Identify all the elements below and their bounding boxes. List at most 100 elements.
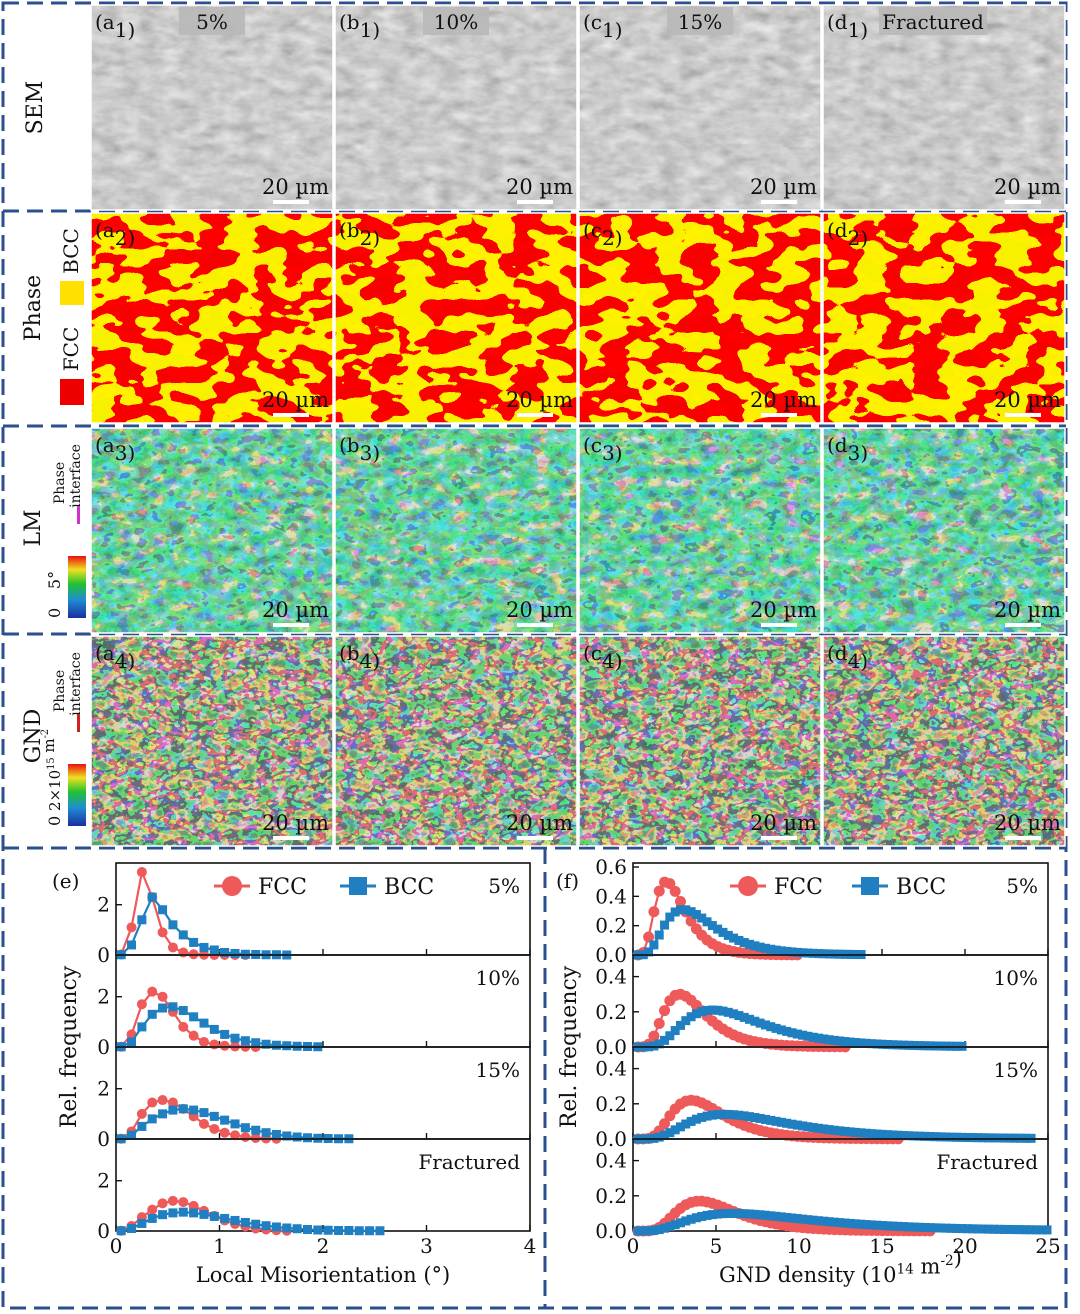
data-point-bcc — [292, 1224, 302, 1234]
data-point-fcc — [648, 1030, 660, 1042]
data-point-bcc — [665, 1222, 675, 1232]
data-point-bcc — [158, 1210, 168, 1220]
strain-label: 5% — [196, 10, 228, 34]
data-point-bcc — [792, 1029, 802, 1039]
data-point-bcc — [952, 1132, 962, 1142]
data-point-bcc — [968, 1133, 978, 1143]
data-point-bcc — [240, 1036, 250, 1046]
data-point-bcc — [702, 917, 712, 927]
text-run: (d — [827, 433, 848, 457]
data-point-bcc — [920, 1131, 930, 1141]
data-point-bcc — [220, 1029, 230, 1039]
data-point-bcc — [137, 1022, 147, 1032]
data-point-fcc — [209, 1123, 220, 1134]
y-tick-label: 0.6 — [595, 855, 627, 879]
data-point-bcc — [803, 1031, 813, 1041]
data-point-bcc — [713, 1005, 723, 1015]
data-point-fcc — [178, 1197, 189, 1208]
data-point-fcc — [219, 1040, 230, 1051]
scale-bar — [273, 623, 309, 627]
data-point-bcc — [654, 1132, 664, 1142]
data-point-bcc — [830, 949, 840, 959]
data-point-bcc — [835, 1218, 845, 1228]
text-run: 3 — [848, 441, 861, 465]
data-point-bcc — [199, 1209, 209, 1219]
legend-marker-bcc — [861, 877, 879, 895]
text-run: 4 — [602, 649, 615, 673]
data-point-bcc — [649, 1225, 659, 1235]
panel-border — [90, 212, 334, 424]
y-tick-label: 2 — [97, 985, 110, 1009]
data-point-bcc — [675, 1122, 685, 1132]
colorbar — [68, 764, 86, 826]
data-point-bcc — [830, 1217, 840, 1227]
data-point-bcc — [168, 920, 178, 930]
bcc-label: BCC — [59, 228, 83, 274]
data-point-bcc — [1010, 1133, 1020, 1143]
scale-bar — [1005, 200, 1041, 204]
data-point-bcc — [760, 1020, 770, 1030]
data-point-bcc — [670, 1125, 680, 1135]
data-point-bcc — [830, 1125, 840, 1135]
scale-bar-label: 20 µm — [994, 598, 1061, 622]
panel-border — [90, 635, 334, 847]
data-point-bcc — [936, 1223, 946, 1233]
data-point-bcc — [723, 1007, 733, 1017]
data-point-fcc — [147, 986, 158, 997]
gnd-legend: Phase interface 0 2×1015 m-2 — [40, 652, 86, 826]
data-point-bcc — [654, 1225, 664, 1235]
scale-bar — [1005, 836, 1041, 840]
data-point-bcc — [787, 1028, 797, 1038]
data-point-bcc — [952, 1223, 962, 1233]
y-tick-label: 2 — [97, 1077, 110, 1101]
scale-bar-label: 20 µm — [750, 175, 817, 199]
data-point-bcc — [994, 1224, 1004, 1234]
micrograph-image — [91, 213, 333, 423]
row-label-group: GND — [21, 709, 46, 763]
text-run: ) — [127, 226, 135, 250]
data-point-fcc — [167, 942, 178, 953]
data-point-bcc — [739, 1111, 749, 1121]
scale-bar — [273, 836, 309, 840]
data-point-bcc — [893, 1040, 903, 1050]
data-point-bcc — [209, 1111, 219, 1121]
y-tick-label: 0 — [97, 1219, 110, 1243]
text-run: ) — [372, 649, 380, 673]
data-point-bcc — [158, 1003, 168, 1013]
data-point-bcc — [824, 1217, 834, 1227]
data-point-bcc — [1026, 1225, 1036, 1235]
y-tick-label: 0.0 — [595, 1219, 627, 1243]
data-point-bcc — [845, 1218, 855, 1228]
data-point-bcc — [893, 1221, 903, 1231]
data-point-bcc — [771, 945, 781, 955]
panel-border — [822, 427, 1066, 634]
micrograph-image — [579, 428, 821, 633]
data-point-bcc — [230, 1215, 240, 1225]
data-point-bcc — [920, 1222, 930, 1232]
data-point-bcc — [251, 1125, 261, 1135]
data-point-bcc — [665, 912, 675, 922]
data-point-bcc — [707, 921, 717, 931]
subplot-label: 15% — [994, 1058, 1038, 1082]
series-line-fcc — [120, 1098, 277, 1140]
data-point-bcc — [660, 1130, 670, 1140]
interface-label: interface — [68, 444, 84, 508]
data-point-bcc — [168, 1002, 178, 1012]
data-point-bcc — [893, 1130, 903, 1140]
data-point-fcc — [653, 885, 665, 897]
superscript: 15 — [46, 757, 57, 769]
data-point-bcc — [803, 1122, 813, 1132]
data-point-bcc — [973, 1224, 983, 1234]
data-point-bcc — [957, 1224, 967, 1234]
data-point-bcc — [313, 1225, 323, 1235]
data-point-fcc — [126, 922, 137, 933]
y-tick-label: 0.2 — [595, 1000, 627, 1024]
data-point-bcc — [209, 1024, 219, 1034]
data-point-bcc — [776, 1025, 786, 1035]
micrograph-panel: (c4) 20 µm — [578, 635, 822, 847]
data-point-bcc — [808, 1123, 818, 1133]
subplot-frame — [115, 862, 531, 956]
data-point-bcc — [127, 940, 137, 950]
data-point-bcc — [909, 1040, 919, 1050]
row-label: GND — [21, 709, 46, 763]
